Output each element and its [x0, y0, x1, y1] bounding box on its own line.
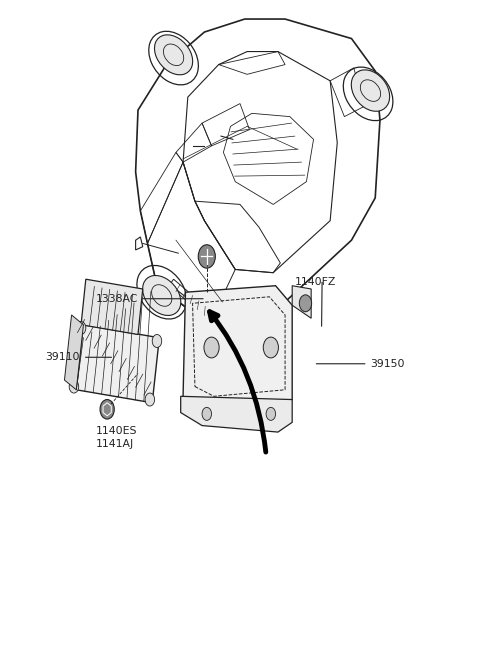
Text: 39150: 39150 — [316, 359, 405, 369]
Circle shape — [198, 245, 216, 268]
Circle shape — [204, 337, 219, 358]
Circle shape — [202, 407, 212, 420]
Text: 39110: 39110 — [46, 352, 111, 362]
Polygon shape — [183, 286, 292, 406]
Text: 1140FZ: 1140FZ — [295, 277, 336, 287]
Text: 1140ES
1141AJ: 1140ES 1141AJ — [96, 426, 137, 449]
Polygon shape — [180, 396, 292, 432]
Circle shape — [100, 400, 114, 419]
Circle shape — [76, 321, 86, 335]
Polygon shape — [76, 325, 159, 403]
Circle shape — [263, 337, 278, 358]
Circle shape — [69, 380, 79, 393]
Circle shape — [145, 393, 155, 406]
Ellipse shape — [351, 70, 390, 112]
Ellipse shape — [155, 35, 192, 75]
Text: 1338AC: 1338AC — [96, 294, 203, 304]
Polygon shape — [81, 279, 143, 335]
Polygon shape — [292, 286, 311, 318]
Circle shape — [266, 407, 276, 420]
Polygon shape — [64, 315, 84, 390]
Circle shape — [301, 297, 310, 310]
Circle shape — [152, 335, 162, 348]
Ellipse shape — [143, 276, 181, 316]
Circle shape — [300, 295, 312, 312]
